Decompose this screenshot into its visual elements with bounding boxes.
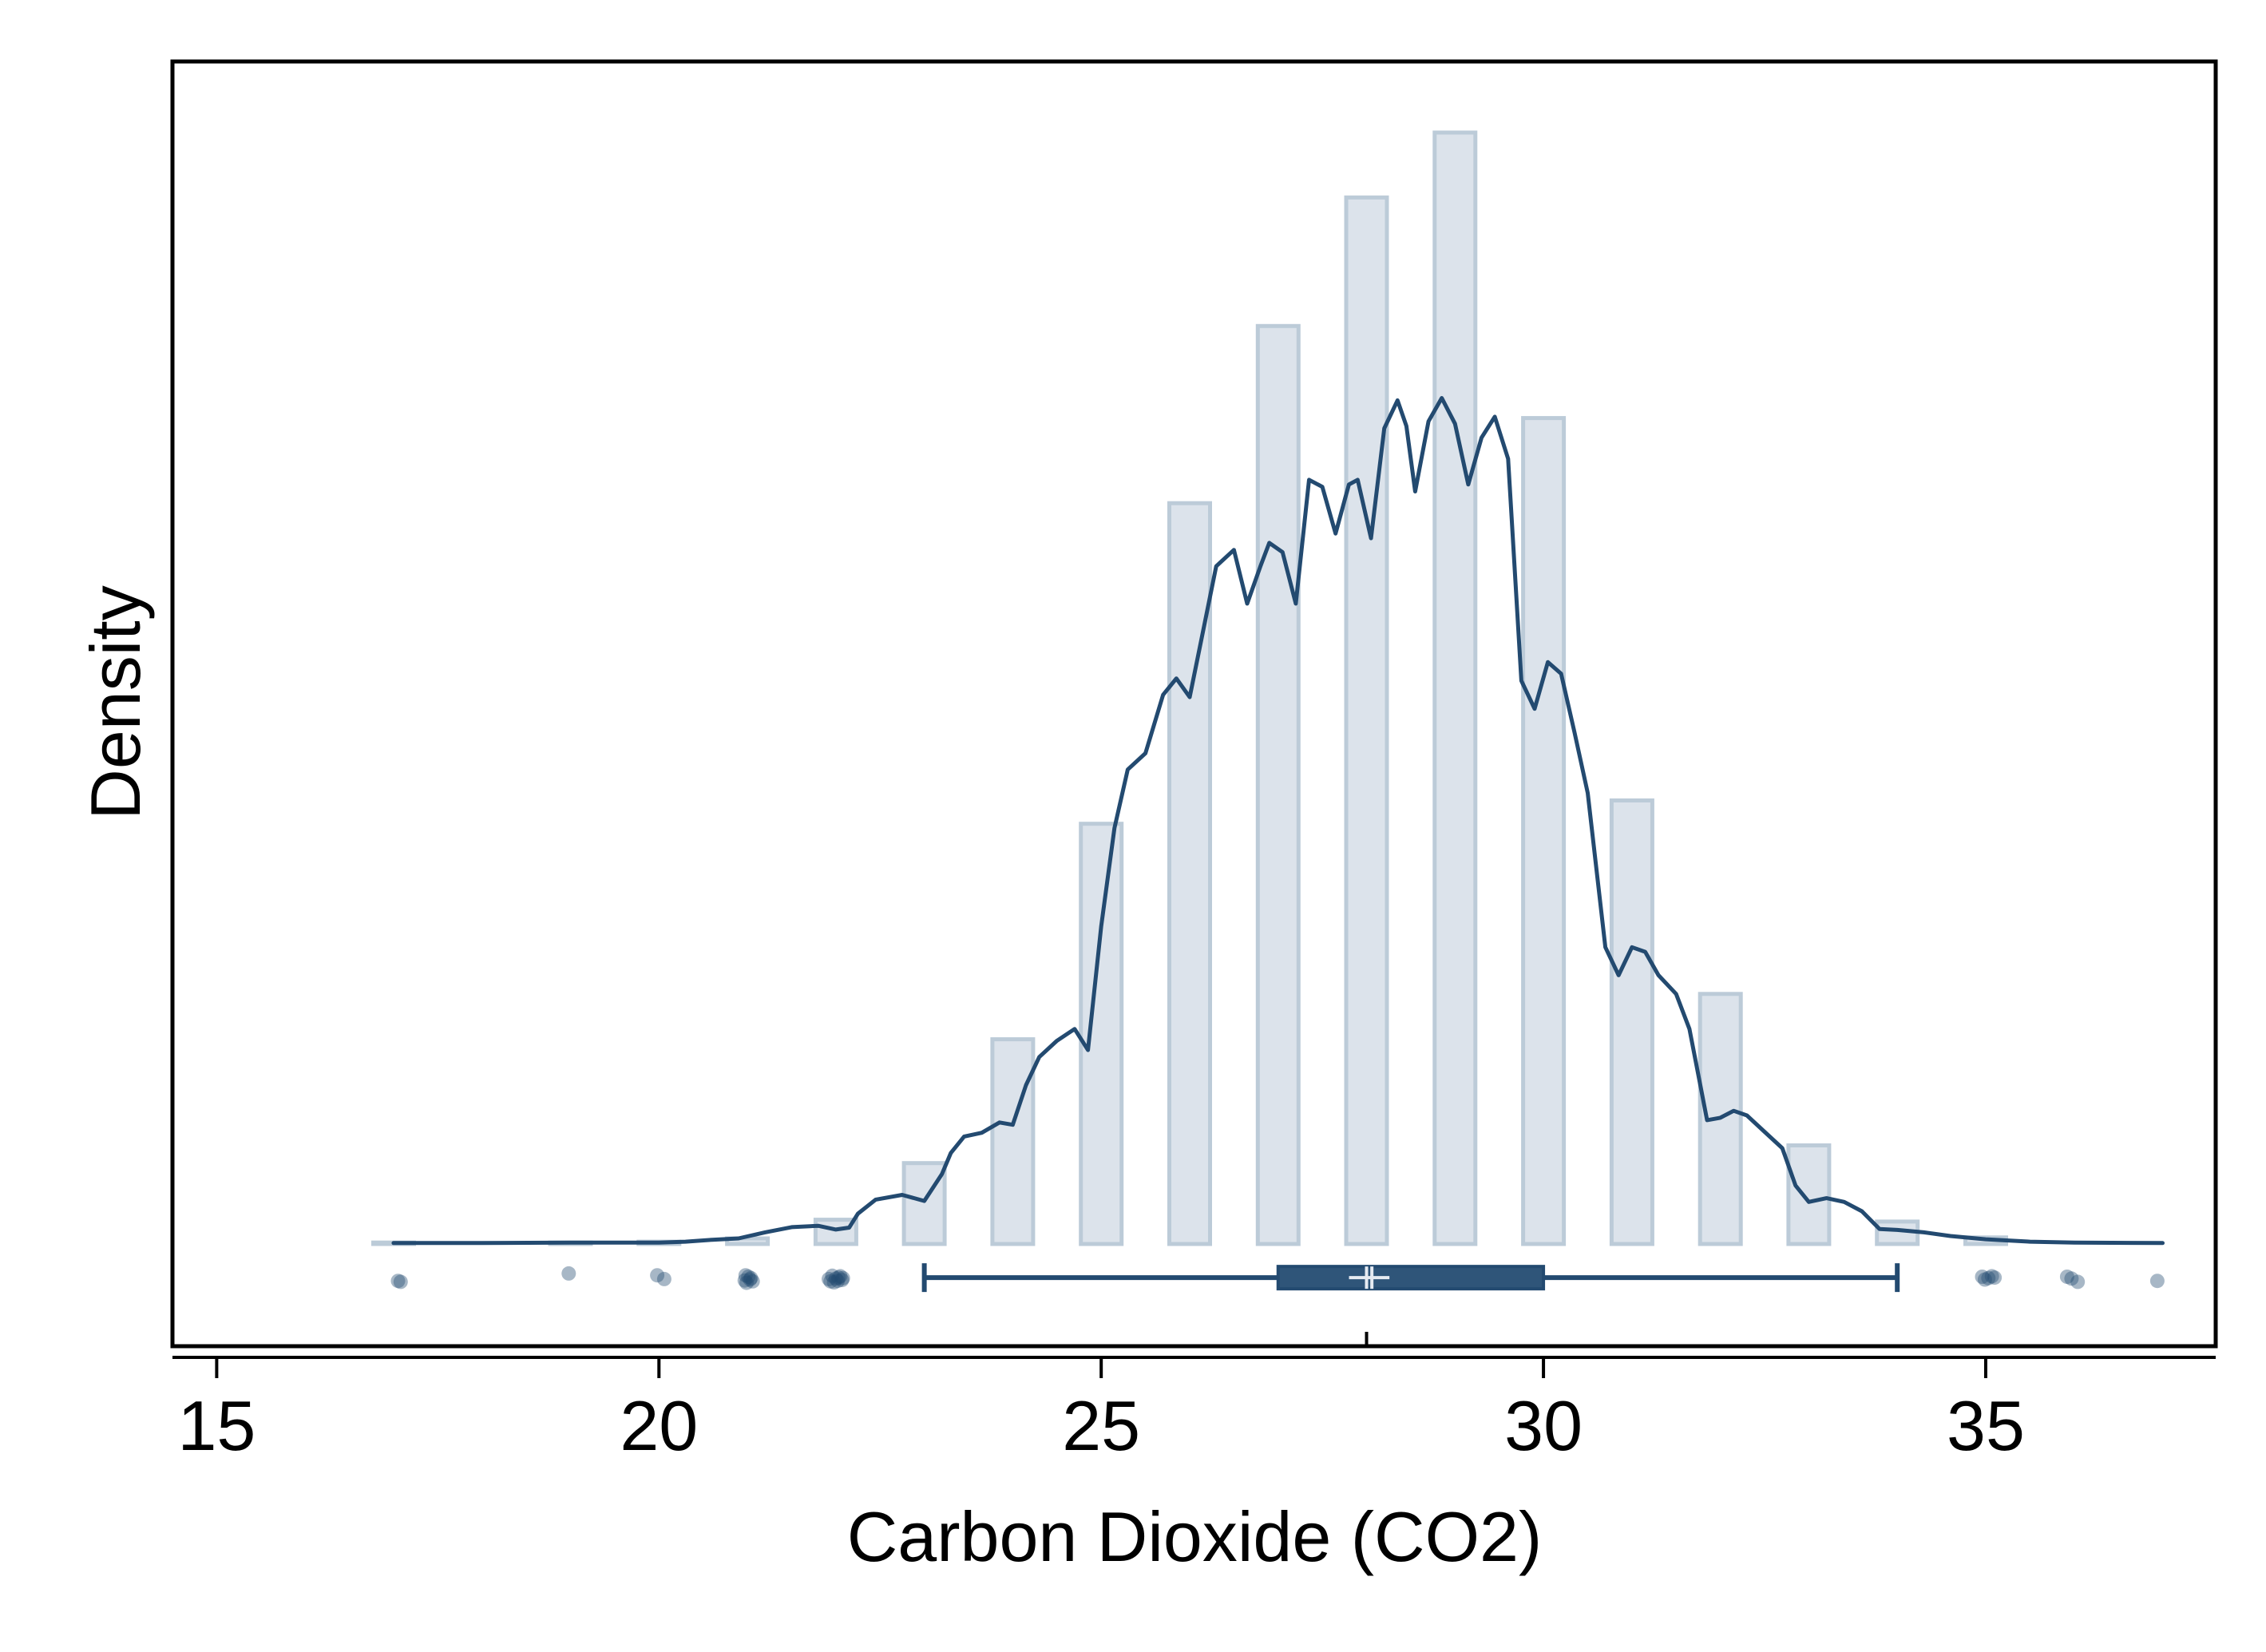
histogram-bar-10 xyxy=(1344,195,1389,1246)
histogram-bar-13 xyxy=(1609,798,1654,1246)
outlier-point-23 xyxy=(1981,1270,1996,1286)
outlier-points xyxy=(390,1266,2165,1290)
outlier-point-0 xyxy=(390,1274,406,1289)
outlier-point-18 xyxy=(826,1275,842,1290)
outlier-point-27 xyxy=(2059,1270,2074,1284)
x-tick-label-3: 30 xyxy=(1504,1386,1583,1465)
outlier-point-30 xyxy=(2149,1274,2165,1289)
outlier-point-3 xyxy=(650,1268,665,1283)
outlier-point-19 xyxy=(835,1270,850,1286)
outlier-point-24 xyxy=(1984,1269,1999,1284)
outlier-point-12 xyxy=(825,1268,840,1283)
x-axis: 15 20 25 30 35 xyxy=(172,1332,2216,1465)
outlier-point-17 xyxy=(833,1269,848,1284)
x-axis-label: Carbon Dioxide (CO2) xyxy=(847,1497,1543,1576)
outlier-point-21 xyxy=(822,1271,836,1286)
histogram-bar-8 xyxy=(1167,501,1212,1246)
x-tick-label-4: 35 xyxy=(1947,1386,2025,1465)
histogram-bar-6 xyxy=(990,1037,1036,1246)
outlier-point-15 xyxy=(823,1274,838,1289)
boxplot-layer xyxy=(921,1263,1900,1293)
outlier-point-29 xyxy=(2070,1274,2086,1290)
density-curve xyxy=(391,396,2165,1246)
histogram-bar-7 xyxy=(1079,822,1124,1246)
outlier-point-22 xyxy=(1975,1270,1990,1284)
outlier-point-8 xyxy=(745,1274,760,1289)
histogram-bars xyxy=(371,130,2008,1246)
outlier-point-1 xyxy=(393,1274,408,1290)
outlier-point-7 xyxy=(737,1273,752,1288)
outlier-point-26 xyxy=(1987,1270,2003,1286)
histogram-bar-9 xyxy=(1255,323,1301,1246)
histogram-bar-12 xyxy=(1521,416,1567,1246)
x-tick-label-0: 15 xyxy=(177,1386,256,1465)
outlier-point-11 xyxy=(743,1272,758,1287)
box-iqr xyxy=(1276,1265,1546,1291)
outlier-point-10 xyxy=(739,1275,754,1290)
outlier-point-5 xyxy=(738,1268,753,1283)
outlier-point-9 xyxy=(741,1270,756,1284)
x-tick-label-1: 20 xyxy=(620,1386,698,1465)
outlier-point-28 xyxy=(2064,1271,2079,1286)
x-tick-label-2: 25 xyxy=(1062,1386,1140,1465)
outlier-point-16 xyxy=(828,1271,843,1286)
outlier-point-4 xyxy=(656,1271,671,1286)
y-axis-label: Density xyxy=(76,585,155,819)
outlier-point-20 xyxy=(830,1274,846,1289)
histogram-bar-15 xyxy=(1786,1143,1832,1246)
outlier-point-6 xyxy=(743,1270,759,1286)
outlier-point-13 xyxy=(831,1270,846,1286)
outlier-point-25 xyxy=(1977,1272,1992,1287)
histogram-bar-5 xyxy=(901,1161,947,1246)
outlier-point-14 xyxy=(834,1273,850,1288)
density-curve-layer xyxy=(391,396,2165,1246)
histogram-bar-11 xyxy=(1432,130,1478,1246)
plot-frame xyxy=(170,59,2218,1349)
outlier-point-2 xyxy=(561,1266,576,1281)
